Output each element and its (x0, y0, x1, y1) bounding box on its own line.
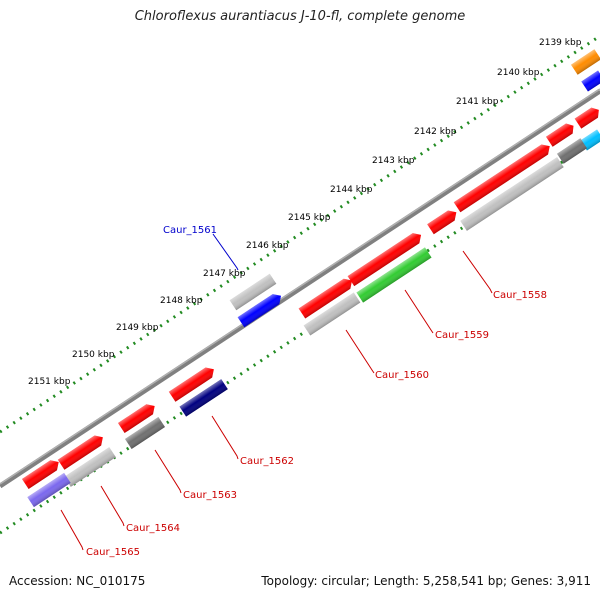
gene-feature[interactable] (580, 129, 600, 151)
gene-label-caur-1565[interactable]: Caur_1565 (86, 547, 140, 558)
leader-lines (60, 233, 493, 551)
outer-tick-ring (0, 34, 600, 434)
tick-label: 2145 kbp (288, 213, 331, 223)
gene-feature[interactable] (118, 401, 158, 434)
gene-feature[interactable] (303, 292, 361, 336)
gene-feature[interactable] (179, 379, 228, 417)
gene-feature[interactable] (356, 247, 432, 303)
gene-label-caur-1560[interactable]: Caur_1560 (375, 370, 429, 381)
gene-feature[interactable] (229, 273, 277, 311)
gene-feature[interactable] (574, 105, 600, 129)
gene-feature[interactable] (298, 275, 356, 319)
map-title: Chloroflexus aurantiacus J-10-fl, comple… (134, 9, 466, 24)
genome-backbone-highlight (0, 88, 600, 485)
leader-line-caur-1563 (154, 449, 182, 494)
gene-feature[interactable] (168, 364, 217, 402)
leader-line-caur-1564 (100, 485, 125, 527)
gene-feature[interactable] (22, 457, 62, 490)
gene-feature[interactable] (571, 49, 600, 75)
genome-summary-text: Topology: circular; Length: 5,258,541 bp… (261, 574, 591, 588)
gene-feature[interactable] (237, 291, 285, 328)
gene-feature[interactable] (557, 138, 587, 164)
leader-line-caur-1561 (212, 233, 239, 271)
leader-line-caur-1559 (404, 289, 434, 334)
tick-label: 2147 kbp (203, 269, 246, 279)
leader-line-caur-1560 (345, 329, 375, 374)
gene-labels: Caur_1558 Caur_1559 Caur_1560 Caur_1561 … (86, 225, 547, 558)
gene-label-caur-1561[interactable]: Caur_1561 (163, 225, 217, 236)
gene-label-caur-1564[interactable]: Caur_1564 (126, 523, 180, 534)
tick-label: 2144 kbp (330, 185, 373, 195)
gene-label-caur-1559[interactable]: Caur_1559 (435, 330, 489, 341)
gene-feature[interactable] (581, 70, 600, 92)
gene-feature[interactable] (57, 432, 106, 470)
tick-label: 2150 kbp (72, 350, 115, 360)
leader-line-caur-1565 (60, 509, 84, 551)
gene-label-caur-1558[interactable]: Caur_1558 (493, 290, 547, 301)
tick-label: 2142 kbp (414, 127, 457, 137)
tick-label: 2139 kbp (539, 38, 582, 48)
tick-label: 2151 kbp (28, 377, 71, 387)
gene-label-caur-1562[interactable]: Caur_1562 (240, 456, 294, 467)
accession-text: Accession: NC_010175 (9, 574, 146, 588)
genome-backbone (0, 88, 600, 489)
tick-label: 2149 kbp (116, 323, 159, 333)
tick-label: 2141 kbp (456, 97, 499, 107)
gene-feature[interactable] (64, 447, 116, 487)
gene-label-caur-1563[interactable]: Caur_1563 (183, 490, 237, 501)
tick-label: 2143 kbp (372, 156, 415, 166)
gene-feature[interactable] (546, 121, 577, 147)
tick-label: 2140 kbp (497, 68, 540, 78)
tick-label: 2146 kbp (246, 241, 289, 251)
gene-features (22, 49, 600, 508)
gene-feature[interactable] (427, 207, 459, 235)
gene-feature[interactable] (27, 472, 71, 508)
leader-line-caur-1558 (462, 250, 493, 294)
leader-line-caur-1562 (211, 415, 239, 460)
tick-label: 2148 kbp (160, 296, 203, 306)
gene-feature[interactable] (460, 157, 564, 231)
gene-feature[interactable] (347, 230, 425, 287)
tick-labels: 2139 kbp 2140 kbp 2141 kbp 2142 kbp 2143… (28, 38, 582, 387)
gene-feature[interactable] (125, 416, 165, 450)
gene-feature[interactable] (453, 141, 553, 213)
